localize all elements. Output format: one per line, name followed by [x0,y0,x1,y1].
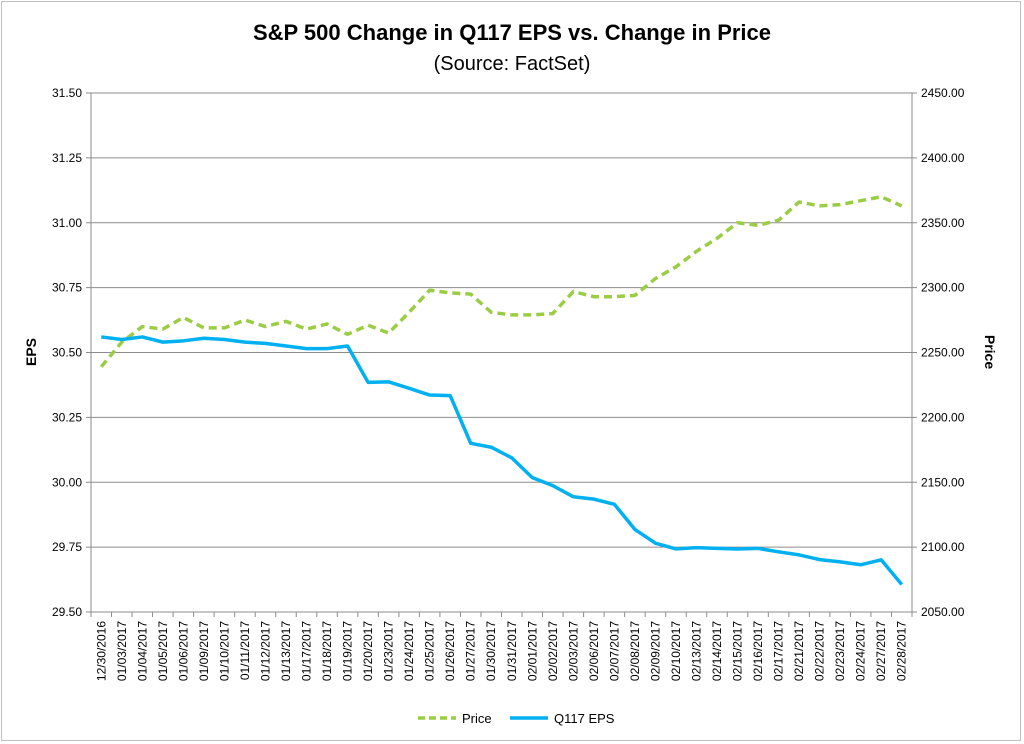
left-tick-label: 29.75 [52,540,82,554]
x-tick-label: 01/26/2017 [443,621,457,681]
x-tick-label: 02/15/2017 [731,621,745,681]
right-tick-label: 2200.00 [921,410,965,424]
left-tick-label: 30.25 [52,410,82,424]
x-tick-label: 02/09/2017 [648,621,662,681]
x-tick-label: 02/21/2017 [792,621,806,681]
right-tick-label: 2100.00 [921,540,965,554]
series-line-price [99,195,903,368]
left-tick-label: 29.50 [52,605,82,619]
left-axis-ticks: 31.50 31.25 31.00 30.75 30.50 30.25 30.00 29.75… [52,86,91,619]
left-tick-label: 31.25 [52,151,82,165]
left-tick-label: 31.50 [52,86,82,100]
x-tick-label: 02/10/2017 [669,621,683,681]
right-tick-label: 2400.00 [921,151,965,165]
x-tick-label: 02/16/2017 [751,621,765,681]
left-tick-label: 31.00 [52,216,82,230]
left-tick-label: 30.50 [52,346,82,360]
right-axis-label: Price [982,335,998,369]
x-tick-label: 01/09/2017 [197,621,211,681]
chart-title: S&P 500 Change in Q117 EPS vs. Change in… [253,20,771,45]
chart-subtitle: (Source: FactSet) [434,53,591,75]
right-tick-label: 2450.00 [921,86,965,100]
x-tick-label: 01/05/2017 [156,621,170,681]
right-tick-label: 2050.00 [921,605,965,619]
series-lines [99,195,904,586]
x-tick-label: 02/01/2017 [525,621,539,681]
series-line-q117-eps [101,335,904,586]
right-tick-label: 2150.00 [921,475,965,489]
x-tick-label: 01/03/2017 [115,621,129,681]
x-tick-label: 01/19/2017 [341,621,355,681]
left-tick-label: 30.75 [52,281,82,295]
x-tick-label: 02/28/2017 [895,621,909,681]
x-tick-label: 01/06/2017 [176,621,190,681]
x-tick-label: 01/25/2017 [423,621,437,681]
x-tick-label: 01/31/2017 [505,621,519,681]
x-tick-label: 02/23/2017 [833,621,847,681]
x-tick-label: 01/20/2017 [361,621,375,681]
x-axis-ticks: 12/30/2016 01/03/2017 01/04/2017 01/05/2017… [90,612,913,681]
legend: Price Q117 EPS [418,711,615,726]
x-tick-label: 02/08/2017 [628,621,642,681]
x-tick-label: 02/24/2017 [854,621,868,681]
x-tick-label: 01/12/2017 [258,621,272,681]
x-tick-label: 12/30/2016 [94,621,108,681]
right-tick-label: 2350.00 [921,216,965,230]
x-tick-label: 02/02/2017 [546,621,560,681]
x-tick-label: 01/11/2017 [238,621,252,680]
x-tick-label: 02/14/2017 [710,621,724,681]
right-axis-ticks: 2450.00 2400.00 2350.00 2300.00 2250.00 2200.… [912,86,965,619]
left-tick-label: 30.00 [52,475,82,489]
x-tick-label: 01/18/2017 [320,621,334,681]
gridlines [91,92,912,613]
x-tick-label: 01/04/2017 [135,621,149,681]
legend-eps-label: Q117 EPS [554,711,615,726]
x-tick-label: 02/06/2017 [587,621,601,681]
x-tick-label: 02/03/2017 [566,621,580,681]
x-tick-label: 02/13/2017 [689,621,703,681]
x-tick-label: 01/13/2017 [279,621,293,681]
x-tick-label: 01/23/2017 [382,621,396,681]
x-tick-label: 01/10/2017 [217,621,231,681]
x-tick-label: 02/07/2017 [607,621,621,681]
left-axis-label: EPS [23,338,39,366]
x-tick-label: 01/17/2017 [300,621,314,681]
x-tick-label: 01/27/2017 [464,621,478,681]
legend-price-label: Price [462,711,492,726]
x-tick-label: 02/27/2017 [874,621,888,681]
right-tick-label: 2250.00 [921,346,965,360]
x-tick-label: 01/24/2017 [402,621,416,681]
x-tick-label: 02/22/2017 [813,621,827,681]
x-tick-label: 01/30/2017 [484,621,498,681]
x-tick-label: 02/17/2017 [772,621,786,681]
right-tick-label: 2300.00 [921,281,965,295]
